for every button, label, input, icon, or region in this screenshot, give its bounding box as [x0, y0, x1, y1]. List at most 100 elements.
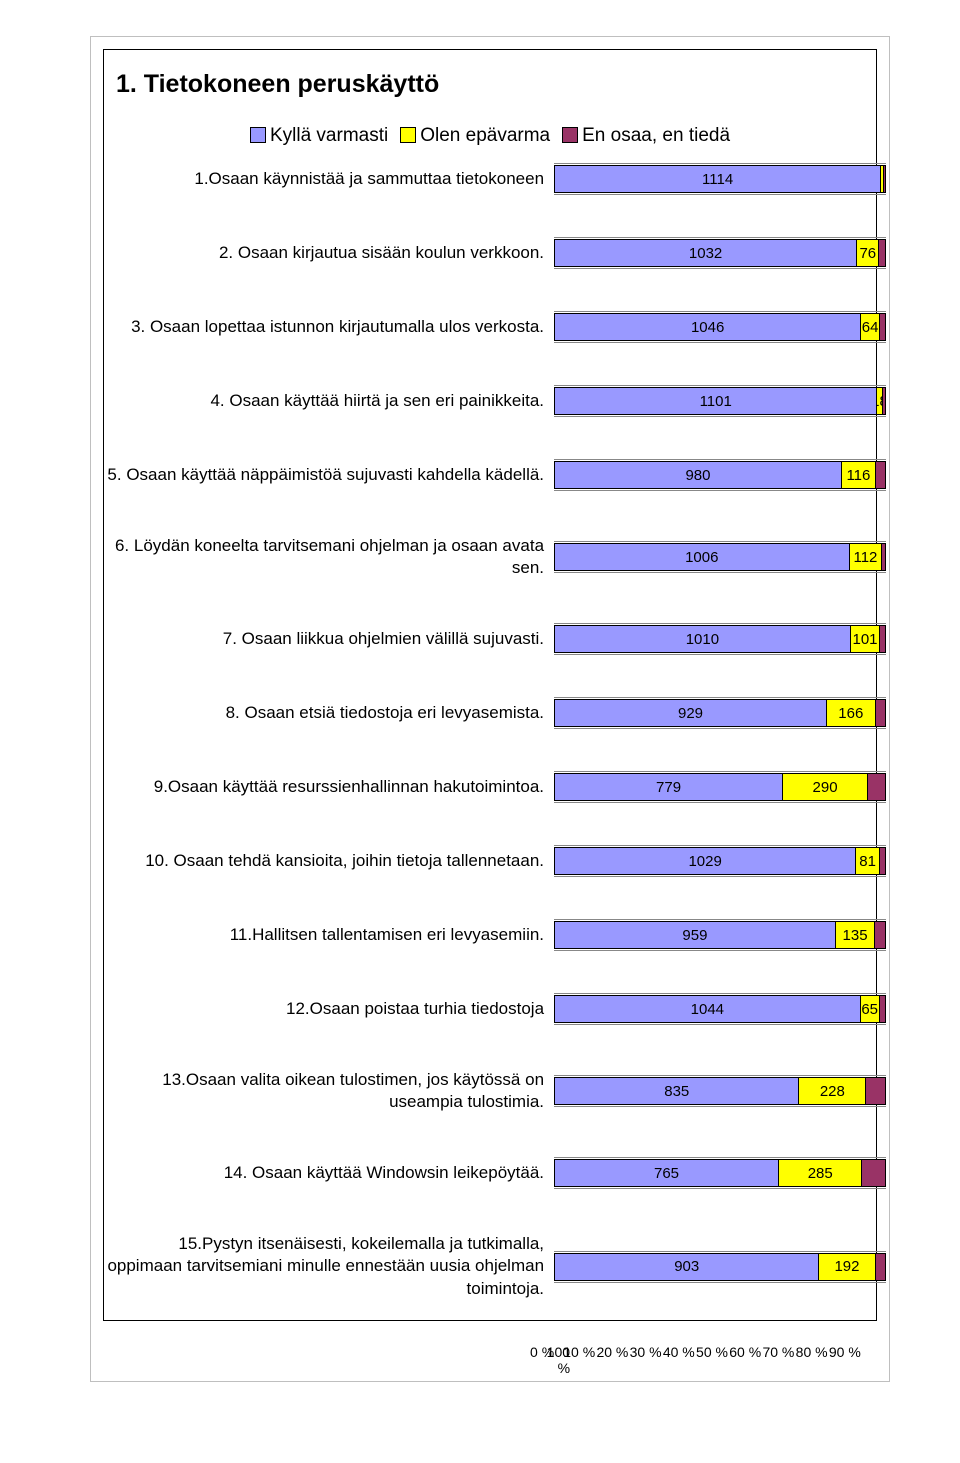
bar-segment: 1032 — [555, 240, 857, 266]
bar-segment: 290 — [783, 774, 868, 800]
bar: 102981 — [554, 847, 886, 875]
bar-wrap: 1114 — [554, 165, 886, 193]
chart-row: 4. Osaan käyttää hiirtä ja sen eri paini… — [104, 387, 876, 415]
row-label: 14. Osaan käyttää Windowsin leikepöytää. — [104, 1162, 554, 1184]
bar: 959135 — [554, 921, 886, 949]
bar-segment — [868, 774, 885, 800]
bar-segment — [876, 462, 885, 488]
bar-segment: 76 — [857, 240, 879, 266]
chart-row: 5. Osaan käyttää näppäimistöä sujuvasti … — [104, 461, 876, 489]
bar-segment: 1006 — [555, 544, 850, 570]
bar-segment: 1029 — [555, 848, 856, 874]
bar-wrap: 959135 — [554, 921, 886, 949]
chart-row: 8. Osaan etsiä tiedostoja eri levyasemis… — [104, 699, 876, 727]
legend-swatch — [250, 127, 266, 143]
chart-row: 9.Osaan käyttää resurssienhallinnan haku… — [104, 773, 876, 801]
chart-title: 1. Tietokoneen peruskäyttö — [116, 70, 876, 99]
bar-wrap: 980116 — [554, 461, 886, 489]
bar-wrap: 1010101 — [554, 625, 886, 653]
bar-segment: 929 — [555, 700, 827, 726]
row-label: 2. Osaan kirjautua sisään koulun verkkoo… — [104, 242, 554, 264]
bar: 1010101 — [554, 625, 886, 653]
x-tick: 70 % — [762, 1344, 795, 1360]
bar-segment: 65 — [861, 996, 880, 1022]
bar-segment: 903 — [555, 1254, 819, 1280]
bar: 104465 — [554, 995, 886, 1023]
chart-row: 7. Osaan liikkua ohjelmien välillä sujuv… — [104, 625, 876, 653]
row-label: 1.Osaan käynnistää ja sammuttaa tietokon… — [104, 168, 554, 190]
bar: 110118 — [554, 387, 886, 415]
bar-segment — [883, 388, 885, 414]
bar-segment: 980 — [555, 462, 842, 488]
bar-segment: 1044 — [555, 996, 861, 1022]
legend-item: Olen epävarma — [400, 125, 550, 147]
bar-segment: 1010 — [555, 626, 851, 652]
chart-rows: 1.Osaan käynnistää ja sammuttaa tietokon… — [104, 165, 876, 1300]
bar-wrap: 765285 — [554, 1159, 886, 1187]
bar-segment: 765 — [555, 1160, 779, 1186]
bar-segment: 285 — [779, 1160, 862, 1186]
bar: 835228 — [554, 1077, 886, 1105]
bar: 779290 — [554, 773, 886, 801]
chart-row: 13.Osaan valita oikean tulostimen, jos k… — [104, 1069, 876, 1113]
chart-legend: Kyllä varmasti Olen epävarma En osaa, en t… — [104, 125, 876, 147]
bar-wrap: 903192 — [554, 1253, 886, 1281]
legend-swatch — [562, 127, 578, 143]
bar-wrap: 779290 — [554, 773, 886, 801]
bar-segment — [880, 314, 885, 340]
bar-segment: 192 — [819, 1254, 875, 1280]
row-label: 6. Löydän koneelta tarvitsemani ohjelman… — [104, 535, 554, 579]
bar-segment — [882, 544, 885, 570]
row-label: 8. Osaan etsiä tiedostoja eri levyasemis… — [104, 702, 554, 724]
bar-segment: 1046 — [555, 314, 861, 340]
bar-segment — [866, 1078, 885, 1104]
legend-item: En osaa, en tiedä — [562, 125, 730, 147]
chart-plot-area: 1. Tietokoneen peruskäyttö Kyllä varmast… — [103, 49, 877, 1321]
legend-item: Kyllä varmasti — [250, 125, 388, 147]
bar-segment: 959 — [555, 922, 836, 948]
bar: 103276 — [554, 239, 886, 267]
chart-outer-frame: 1. Tietokoneen peruskäyttö Kyllä varmast… — [90, 36, 890, 1382]
bar-segment: 1101 — [555, 388, 877, 414]
bar: 765285 — [554, 1159, 886, 1187]
bar-wrap: 1006112 — [554, 543, 886, 571]
bar-segment — [884, 166, 885, 192]
x-tick: 80 % — [796, 1344, 829, 1360]
bar-wrap: 103276 — [554, 239, 886, 267]
row-label: 15.Pystyn itsenäisesti, kokeilemalla ja … — [104, 1233, 554, 1299]
bar-segment — [876, 1254, 885, 1280]
bar-wrap: 110118 — [554, 387, 886, 415]
chart-row: 14. Osaan käyttää Windowsin leikepöytää.… — [104, 1159, 876, 1187]
bar-segment: 101 — [851, 626, 881, 652]
bar-segment — [875, 922, 885, 948]
chart-row: 10. Osaan tehdä kansioita, joihin tietoj… — [104, 847, 876, 875]
legend-swatch — [400, 127, 416, 143]
bar-segment — [880, 626, 885, 652]
row-label: 5. Osaan käyttää näppäimistöä sujuvasti … — [104, 464, 554, 486]
bar-segment — [880, 996, 885, 1022]
bar-segment: 64 — [861, 314, 880, 340]
row-label: 13.Osaan valita oikean tulostimen, jos k… — [104, 1069, 554, 1113]
chart-row: 15.Pystyn itsenäisesti, kokeilemalla ja … — [104, 1233, 876, 1299]
bar-segment: 1114 — [555, 166, 881, 192]
bar: 903192 — [554, 1253, 886, 1281]
bar: 929166 — [554, 699, 886, 727]
x-tick: 20 % — [596, 1344, 629, 1360]
bar-segment: 779 — [555, 774, 783, 800]
bar-segment — [862, 1160, 885, 1186]
row-label: 3. Osaan lopettaa istunnon kirjautumalla… — [104, 316, 554, 338]
bar-wrap: 104465 — [554, 995, 886, 1023]
bar-segment — [876, 700, 885, 726]
bar-wrap: 929166 — [554, 699, 886, 727]
bar-wrap: 835228 — [554, 1077, 886, 1105]
row-label: 9.Osaan käyttää resurssienhallinnan haku… — [104, 776, 554, 798]
x-tick: 100% — [530, 1344, 570, 1376]
bar-segment: 112 — [850, 544, 883, 570]
bar: 1006112 — [554, 543, 886, 571]
bar-wrap: 102981 — [554, 847, 886, 875]
chart-row: 3. Osaan lopettaa istunnon kirjautumalla… — [104, 313, 876, 341]
bar-wrap: 104664 — [554, 313, 886, 341]
bar-segment: 116 — [842, 462, 876, 488]
x-tick: 40 % — [663, 1344, 696, 1360]
bar-segment: 135 — [836, 922, 876, 948]
